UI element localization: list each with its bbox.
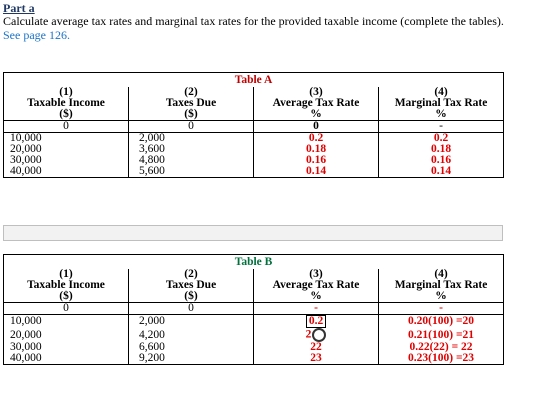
table-cell[interactable]: 9,200 xyxy=(128,352,254,365)
cursor-ring-icon xyxy=(312,328,327,342)
table-row: 10,000 2,000 0.2 0.20(100) =20 xyxy=(3,314,505,328)
blank-row-separator xyxy=(3,225,503,241)
table-row: 40,000 5,600 0.14 0.14 xyxy=(3,165,505,178)
col-header-unit: ($) xyxy=(128,290,254,303)
table-b: Table B (1) (2) (3) (4) Taxable Income T… xyxy=(2,254,505,365)
table-cell[interactable]: 20,000 xyxy=(3,328,129,342)
table-cell[interactable]: 0 xyxy=(128,302,254,315)
table-a: Table A (1) (2) (3) (4) Taxable Income T… xyxy=(2,72,505,178)
table-cell[interactable]: - xyxy=(377,120,505,133)
table-cell[interactable]: 2 xyxy=(253,328,379,342)
table-cell[interactable]: 10,000 xyxy=(3,314,129,328)
page-reference-link[interactable]: See page 126. xyxy=(3,28,70,42)
table-cell[interactable]: 5,600 xyxy=(128,165,254,178)
table-a-caption: Table A xyxy=(2,72,505,87)
table-row: 20,000 3,600 0.18 0.18 xyxy=(3,143,505,155)
table-row: 0 0 - - xyxy=(3,302,505,315)
col-header-unit: ($) xyxy=(128,108,254,121)
table-cell[interactable]: 0 xyxy=(128,120,254,133)
col-header-unit: % xyxy=(253,108,379,121)
table-cell[interactable]: 0.14 xyxy=(377,165,505,178)
instructions-text: Calculate average tax rates and marginal… xyxy=(3,14,523,42)
selected-cell-box[interactable]: 0.2 xyxy=(305,315,327,328)
table-cell[interactable]: 0.14 xyxy=(253,165,379,178)
col-header-unit: % xyxy=(377,290,505,303)
table-row: 30,000 4,800 0.16 0.16 xyxy=(3,154,505,166)
col-header-unit: ($) xyxy=(3,290,129,303)
table-row: 0 0 0 - xyxy=(3,120,505,133)
table-cell[interactable]: 0.18 xyxy=(377,143,505,155)
table-row: 20,000 4,200 2 0.21(100) =21 xyxy=(3,328,505,342)
table-cell[interactable]: 0.22(22) = 22 xyxy=(377,341,505,353)
col-header-unit: % xyxy=(377,108,505,121)
table-cell[interactable]: 0.23(100) =23 xyxy=(377,352,505,365)
col-header-unit: ($) xyxy=(3,108,129,121)
table-cell[interactable]: 4,200 xyxy=(128,328,254,342)
table-cell[interactable]: 0.2 xyxy=(377,132,505,144)
table-cell[interactable]: - xyxy=(377,302,505,315)
col-header-num: (4) xyxy=(377,86,505,98)
part-title: Part a xyxy=(3,1,35,15)
table-cell[interactable]: 40,000 xyxy=(3,352,129,365)
col-header-title: Marginal Tax Rate xyxy=(377,279,505,291)
table-cell[interactable]: 0 xyxy=(3,120,129,133)
col-header-unit: % xyxy=(253,290,379,303)
col-header-title: Marginal Tax Rate xyxy=(377,97,505,109)
cell-value: 2 xyxy=(305,328,312,341)
table-cell[interactable]: - xyxy=(253,302,379,315)
table-row: 10,000 2,000 0.2 0.2 xyxy=(3,132,505,144)
table-cell[interactable]: 23 xyxy=(253,352,379,365)
table-cell[interactable]: 0 xyxy=(253,120,379,133)
table-cell[interactable]: 2,000 xyxy=(128,314,254,328)
table-b-caption: Table B xyxy=(2,254,505,269)
table-cell-selected[interactable]: 0.2 xyxy=(253,314,379,328)
table-row: 40,000 9,200 23 0.23(100) =23 xyxy=(3,352,505,365)
table-row: 30,000 6,600 22 0.22(22) = 22 xyxy=(3,341,505,353)
table-cell[interactable]: 0.16 xyxy=(377,154,505,166)
col-header-num: (4) xyxy=(377,268,505,280)
table-cell[interactable]: 40,000 xyxy=(3,165,129,178)
table-cell[interactable]: 0 xyxy=(3,302,129,315)
instructions-body: Calculate average tax rates and marginal… xyxy=(3,14,504,28)
table-cell[interactable]: 0.20(100) =20 xyxy=(377,314,505,328)
table-cell[interactable]: 0.21(100) =21 xyxy=(377,328,505,342)
